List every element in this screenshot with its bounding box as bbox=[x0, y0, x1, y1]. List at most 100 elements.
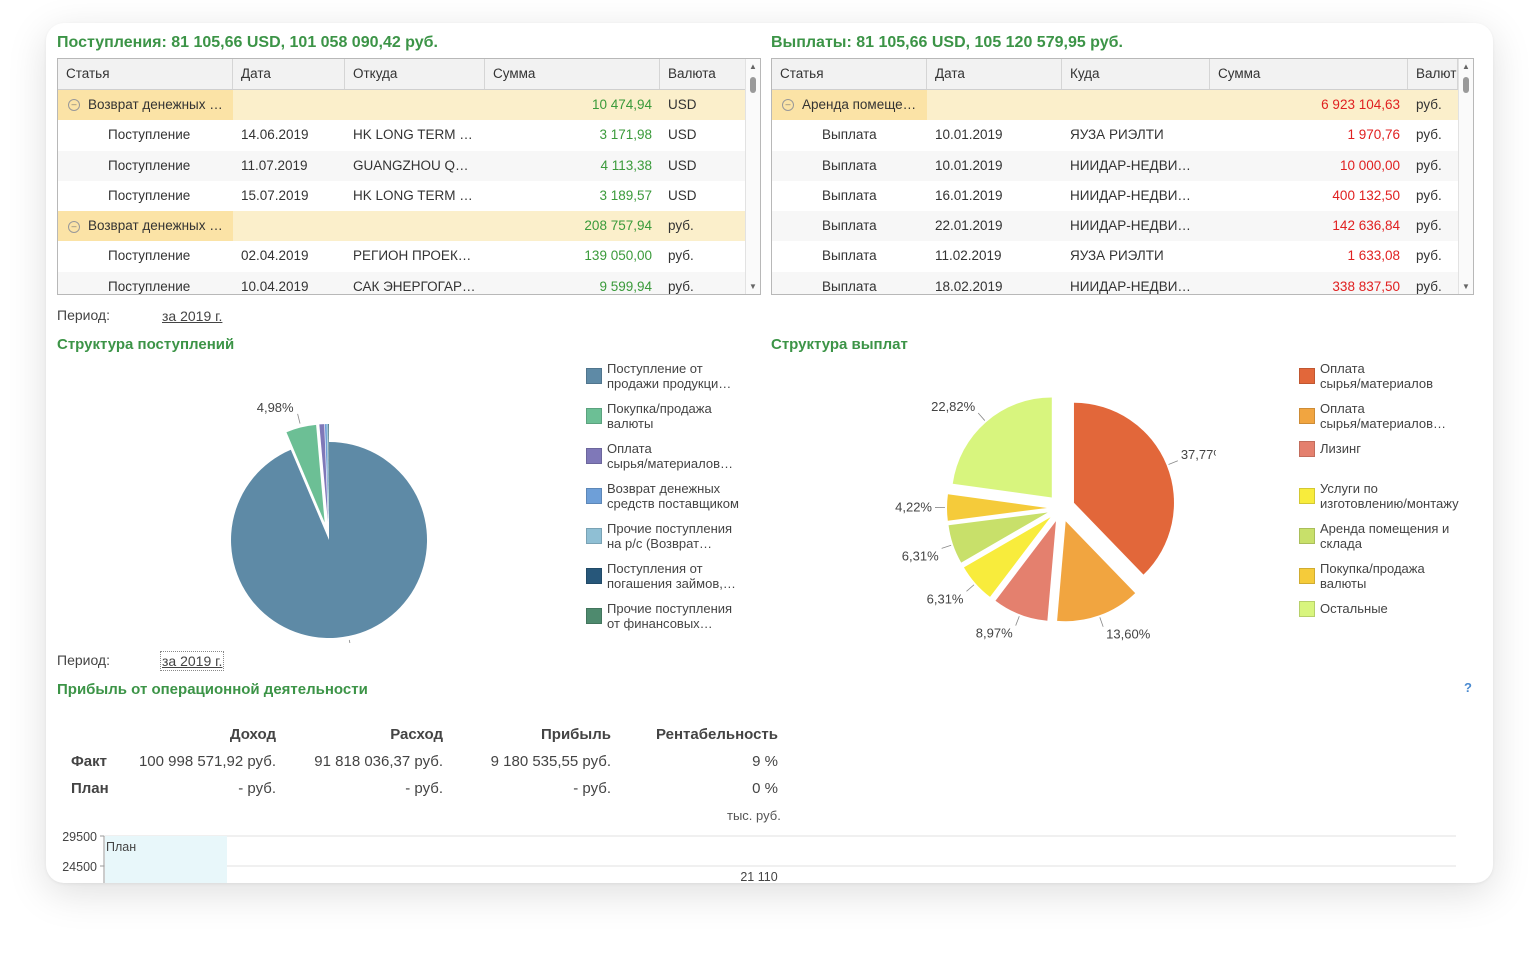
col-expense: Расход bbox=[390, 726, 443, 743]
pie-leader-line bbox=[941, 544, 952, 549]
income-scrollbar[interactable]: ▲ ▼ bbox=[745, 59, 760, 294]
table-row[interactable]: Выплата 22.01.2019 НИИДАР-НЕДВИ… 142 636,84… bbox=[772, 211, 1458, 242]
table-group-row[interactable]: – Аренда помеще… 6 923 104,63 руб. bbox=[772, 90, 1458, 121]
cell-text: ЯУЗА РИЭЛТИ bbox=[1070, 127, 1164, 143]
income-table[interactable]: Статья Дата Откуда Сумма Валюта – Возврат… bbox=[57, 58, 761, 295]
cell-sum: 10 000,00 bbox=[1210, 151, 1408, 181]
scroll-thumb[interactable] bbox=[1463, 77, 1469, 93]
pie-slice[interactable] bbox=[286, 424, 325, 523]
legend-item[interactable]: Поступление от продажи продукци… bbox=[586, 361, 786, 391]
table-row[interactable]: Выплата 10.01.2019 ЯУЗА РИЭЛТИ 1 970,76 руб. bbox=[772, 120, 1458, 150]
payments-scrollbar[interactable]: ▲ ▼ bbox=[1458, 59, 1473, 294]
scroll-thumb[interactable] bbox=[750, 77, 756, 93]
legend-item[interactable]: Услуги по изготовлению/монтажу bbox=[1299, 481, 1493, 511]
legend-swatch bbox=[1299, 441, 1315, 457]
pie-leader-line bbox=[348, 639, 351, 643]
row-plan-label: План bbox=[71, 780, 109, 797]
legend-swatch bbox=[586, 608, 602, 624]
col-date[interactable]: Дата bbox=[927, 59, 1062, 89]
table-row[interactable]: Выплата 18.02.2019 НИИДАР-НЕДВИ… 338 837,50… bbox=[772, 271, 1458, 294]
scroll-down-icon[interactable]: ▼ bbox=[749, 282, 757, 291]
col-from[interactable]: Откуда bbox=[345, 59, 485, 89]
collapse-icon[interactable]: – bbox=[68, 99, 80, 112]
col-to[interactable]: Куда bbox=[1062, 59, 1210, 89]
pie-slice[interactable] bbox=[1057, 521, 1136, 622]
col-currency[interactable]: Валют bbox=[1408, 59, 1458, 89]
income-legend: Поступление от продажи продукци… Покупка/п… bbox=[586, 361, 796, 641]
legend-item[interactable]: Прочие поступления от финансовых… bbox=[586, 601, 786, 631]
scroll-up-icon[interactable]: ▲ bbox=[749, 62, 757, 71]
legend-item[interactable]: Возврат денежных средств поставщиком bbox=[586, 481, 786, 511]
scroll-down-icon[interactable]: ▼ bbox=[1462, 282, 1470, 291]
dashboard-card: Поступления: 81 105,66 USD, 101 058 090,… bbox=[46, 23, 1493, 883]
payments-table[interactable]: Статья Дата Куда Сумма Валют – Аренда пом… bbox=[771, 58, 1474, 295]
legend-swatch bbox=[586, 368, 602, 384]
cell-date: 10.01.2019 bbox=[927, 120, 1062, 150]
cell-date: 16.01.2019 bbox=[927, 181, 1062, 211]
fact-expense: 91 818 036,37 руб. bbox=[314, 753, 443, 770]
cell-to: НИИДАР-НЕДВИ… bbox=[1062, 272, 1210, 294]
table-row[interactable]: Выплата 16.01.2019 НИИДАР-НЕДВИ… 400 132,50… bbox=[772, 181, 1458, 211]
cell-to bbox=[1062, 90, 1210, 120]
collapse-icon[interactable]: – bbox=[782, 99, 794, 112]
payments-legend: Оплата сырья/материалов Оплата сырья/матери… bbox=[1299, 361, 1489, 641]
help-icon[interactable]: ? bbox=[1464, 680, 1472, 695]
pie-slice[interactable] bbox=[319, 424, 328, 523]
table-row[interactable]: Выплата 10.01.2019 НИИДАР-НЕДВИ… 10 000,00 р… bbox=[772, 150, 1458, 181]
legend-swatch bbox=[1299, 488, 1315, 504]
pie-slice[interactable] bbox=[995, 521, 1056, 621]
col-sum[interactable]: Сумма bbox=[485, 59, 660, 89]
pie-slice[interactable] bbox=[947, 494, 1048, 521]
cell-text: 10 000,00 bbox=[1339, 157, 1400, 173]
legend-item[interactable]: Покупка/продажа валюты bbox=[586, 401, 786, 431]
legend-item[interactable]: Лизинг bbox=[1299, 441, 1493, 457]
col-article[interactable]: Статья bbox=[58, 59, 233, 89]
pie-slice[interactable] bbox=[952, 397, 1052, 498]
income-title: Поступления: 81 105,66 USD, 101 058 090,… bbox=[57, 34, 438, 51]
cell-to: НИИДАР-НЕДВИ… bbox=[1062, 211, 1210, 241]
cell-text: НИИДАР-НЕДВИ… bbox=[1070, 218, 1191, 234]
col-date[interactable]: Дата bbox=[233, 59, 345, 89]
pie-slice[interactable] bbox=[328, 423, 329, 523]
table-row[interactable]: Поступление 10.04.2019 САК ЭНЕРГОГАР… 9 599… bbox=[58, 271, 746, 294]
legend-item[interactable]: Оплата сырья/материалов… bbox=[586, 441, 786, 471]
legend-item[interactable]: Поступления от погашения займов,… bbox=[586, 561, 786, 591]
scroll-up-icon[interactable]: ▲ bbox=[1462, 62, 1470, 71]
period-label: Период: bbox=[57, 307, 110, 323]
legend-swatch bbox=[586, 528, 602, 544]
legend-item[interactable]: Остальные bbox=[1299, 601, 1493, 617]
collapse-icon[interactable]: – bbox=[68, 220, 80, 233]
plan-series-area bbox=[105, 836, 227, 883]
pie-slice[interactable] bbox=[324, 424, 329, 523]
legend-label: сырья/материалов bbox=[1320, 376, 1434, 391]
legend-item[interactable]: Оплата сырья/материалов bbox=[1299, 361, 1493, 391]
pie-slice[interactable] bbox=[1073, 402, 1174, 575]
pie-slice[interactable] bbox=[948, 512, 1048, 563]
pie-slice[interactable] bbox=[231, 442, 428, 638]
legend-label: склада bbox=[1320, 536, 1362, 551]
pie-slice[interactable] bbox=[963, 517, 1051, 597]
cell-text: 1 633,08 bbox=[1347, 248, 1400, 264]
table-row[interactable]: Поступление 11.07.2019 GUANGZHOU Q… 4 113,3… bbox=[58, 150, 746, 181]
cell-date: 22.01.2019 bbox=[927, 211, 1062, 241]
cell-sum: 142 636,84 bbox=[1210, 211, 1408, 241]
legend-item[interactable]: Аренда помещения и склада bbox=[1299, 521, 1493, 551]
col-article[interactable]: Статья bbox=[772, 59, 927, 89]
period-label: Период: bbox=[57, 652, 110, 668]
legend-item[interactable]: Прочие поступления на р/с (Возврат… bbox=[586, 521, 786, 551]
cell-text: НИИДАР-НЕДВИ… bbox=[1070, 278, 1191, 294]
table-row[interactable]: Выплата 11.02.2019 ЯУЗА РИЭЛТИ 1 633,08 руб. bbox=[772, 241, 1458, 271]
cell-text: 1 970,76 bbox=[1347, 127, 1400, 143]
legend-item[interactable]: Покупка/продажа валюты bbox=[1299, 561, 1493, 591]
table-group-row[interactable]: – Возврат денежных … 10 474,94 USD bbox=[58, 90, 746, 121]
cell-text: 400 132,50 bbox=[1332, 187, 1400, 203]
pie-slice[interactable] bbox=[326, 424, 329, 523]
legend-item[interactable]: Оплата сырья/материалов… bbox=[1299, 401, 1493, 431]
col-sum[interactable]: Сумма bbox=[1210, 59, 1408, 89]
cell-cur: руб. bbox=[1408, 211, 1458, 241]
cell-cur: руб. bbox=[1408, 181, 1458, 211]
period-link[interactable]: за 2019 г. bbox=[159, 651, 225, 671]
table-group-row[interactable]: – Возврат денежных … 208 757,94 руб. bbox=[58, 211, 746, 242]
period-link[interactable]: за 2019 г. bbox=[162, 308, 223, 324]
cell-cur: руб. bbox=[1408, 241, 1458, 271]
